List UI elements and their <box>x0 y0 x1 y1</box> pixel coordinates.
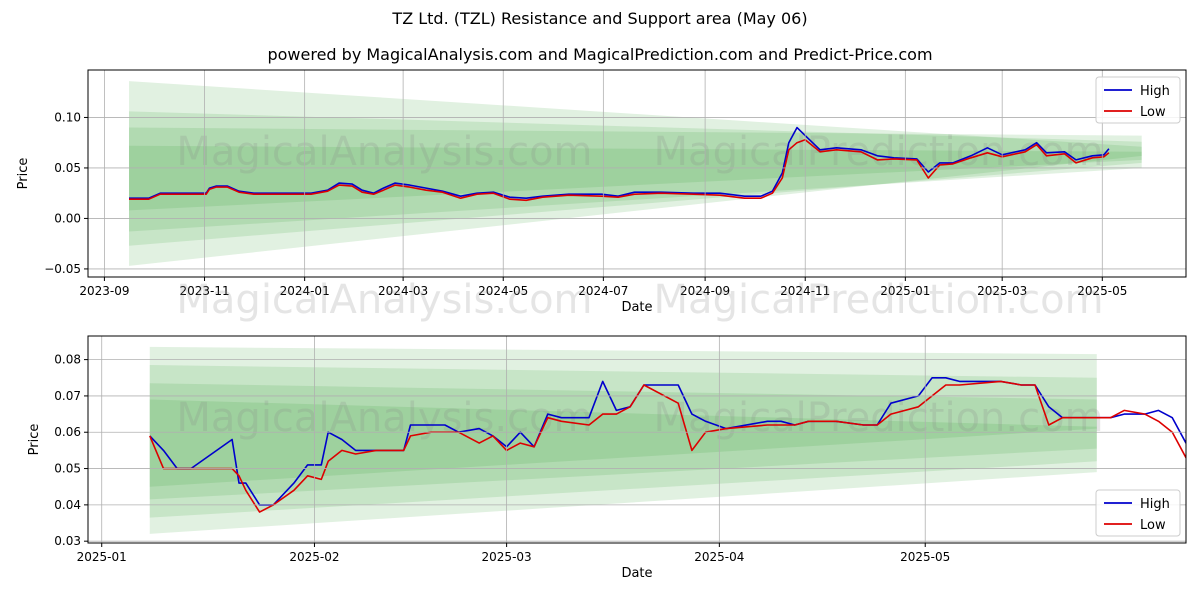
y-tick-label: 0.05 <box>54 462 81 476</box>
plot-area: MagicalAnalysis.com MagicalPrediction.com <box>129 81 1142 266</box>
x-tick-label: 2023-11 <box>179 284 229 298</box>
series-line-high <box>149 377 1186 506</box>
y-tick-label: 0.04 <box>54 498 81 512</box>
x-tick-label: 2024-09 <box>680 284 730 298</box>
legend-label-low: Low <box>1140 105 1166 120</box>
x-tick-label: 2025-02 <box>289 550 339 564</box>
chart-panel-2: MagicalAnalysis.com MagicalPrediction.com… <box>27 335 1187 581</box>
watermark: MagicalAnalysis.com <box>176 395 592 441</box>
y-tick-label: 0.03 <box>54 534 81 548</box>
x-tick-label: 2024-03 <box>378 284 428 298</box>
series-line-high <box>129 126 1110 199</box>
x-tick-label: 2025-05 <box>1077 284 1127 298</box>
x-tick-label: 2025-03 <box>482 550 532 564</box>
x-tick-label: 2025-03 <box>977 284 1027 298</box>
plot-frame <box>87 335 1187 544</box>
support-resistance-band <box>149 365 1097 518</box>
support-resistance-band <box>129 127 1142 232</box>
x-tick-label: 2025-05 <box>900 550 950 564</box>
x-axis-label: Date <box>621 300 652 315</box>
y-axis-label: Price <box>27 424 42 456</box>
plot-frame <box>87 69 1187 278</box>
watermark: MagicalPrediction.com <box>654 277 1104 323</box>
x-tick-label: 2023-09 <box>79 284 129 298</box>
support-resistance-band <box>129 81 1142 266</box>
watermark: MagicalPrediction.com <box>654 395 1104 441</box>
chart-subtitle: powered by MagicalAnalysis.com and Magic… <box>267 45 933 64</box>
legend: High Low <box>1095 489 1181 537</box>
support-resistance-band <box>129 111 1142 246</box>
x-tick-label: 2024-07 <box>578 284 628 298</box>
support-resistance-band <box>149 346 1097 534</box>
x-tick-label: 2025-01 <box>880 284 930 298</box>
x-tick-label: 2025-04 <box>694 550 744 564</box>
chart-title: TZ Ltd. (TZL) Resistance and Support are… <box>392 9 808 28</box>
support-resistance-band <box>129 145 1142 211</box>
y-tick-label: 0.07 <box>54 389 81 403</box>
x-tick-label: 2025-01 <box>77 550 127 564</box>
x-axis-label: Date <box>621 566 652 581</box>
plot-area: MagicalAnalysis.com MagicalPrediction.com <box>149 346 1186 534</box>
series-line-low <box>129 138 1110 202</box>
watermark: MagicalAnalysis.com <box>176 277 592 323</box>
y-tick-label: 0.05 <box>54 161 81 175</box>
x-tick-label: 2024-01 <box>280 284 330 298</box>
y-tick-label: 0.06 <box>54 425 81 439</box>
legend-label-low: Low <box>1140 518 1166 533</box>
support-resistance-band <box>149 399 1097 487</box>
legend: High Low <box>1095 76 1181 124</box>
y-tick-label: 0.08 <box>54 353 81 367</box>
y-axis-label: Price <box>16 158 31 190</box>
legend-label-high: High <box>1140 497 1170 512</box>
chart-panel-1: MagicalAnalysis.com MagicalPrediction.com… <box>16 69 1187 315</box>
legend-label-high: High <box>1140 84 1170 99</box>
y-tick-label: 0.00 <box>54 211 81 225</box>
support-resistance-band <box>149 383 1097 500</box>
y-tick-label: −0.05 <box>44 262 81 276</box>
x-tick-label: 2024-11 <box>780 284 830 298</box>
x-tick-label: 2024-05 <box>478 284 528 298</box>
y-tick-label: 0.10 <box>54 110 81 124</box>
series-line-low <box>149 380 1186 513</box>
